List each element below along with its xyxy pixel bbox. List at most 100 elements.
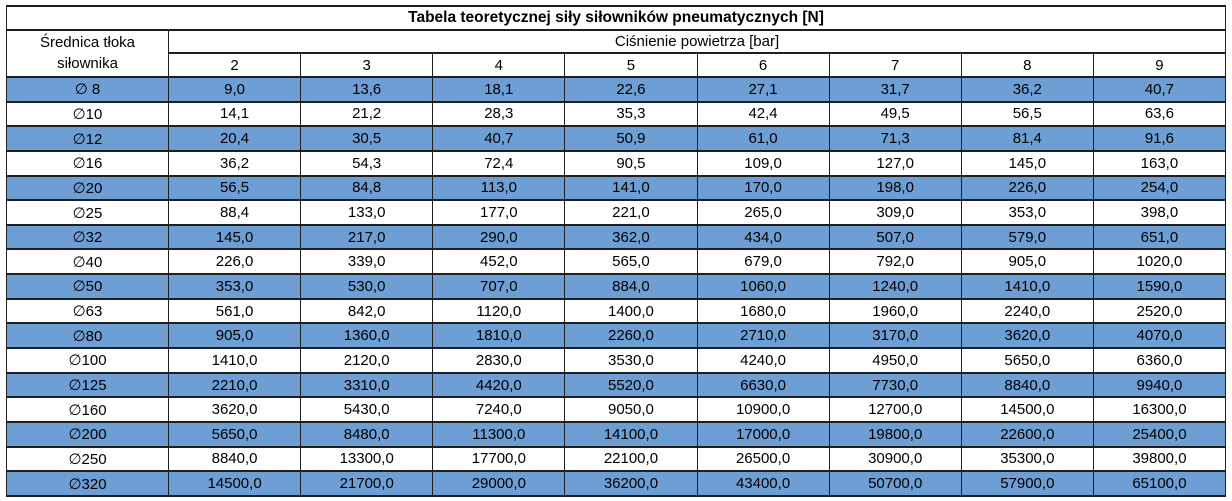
force-cell: 530,0: [300, 273, 434, 300]
force-cell: 3620,0: [167, 396, 302, 423]
force-cell: 2120,0: [300, 347, 434, 374]
force-cell: 9940,0: [1092, 371, 1227, 399]
force-cell: 1410,0: [960, 273, 1094, 300]
force-cell: 1360,0: [300, 322, 434, 350]
force-cell: 4950,0: [828, 347, 962, 374]
force-cell: 2830,0: [432, 347, 566, 374]
pressure-col-header: 7: [828, 52, 962, 78]
force-cell: 884,0: [564, 273, 698, 300]
force-cell: 3620,0: [960, 322, 1094, 350]
table-row: ∅100 1410,0 2120,0 2830,0 3530,0 4240,0 4950,0…: [6, 347, 1227, 374]
force-cell: 30,5: [300, 125, 434, 152]
diameter-cell: ∅10: [6, 100, 169, 128]
force-cell: 19800,0: [828, 420, 962, 448]
diameter-cell: ∅250: [6, 445, 169, 473]
pressure-col-header: 3: [300, 52, 434, 78]
force-cell: 4070,0: [1092, 322, 1227, 350]
table-row: ∅ 8 9,0 13,6 18,1 22,6 27,1 31,7 36,2 40,7: [6, 76, 1227, 103]
force-cell: 1060,0: [696, 273, 830, 300]
table-row: ∅16 36,2 54,3 72,4 90,5 109,0 127,0 145,0 163,0: [6, 149, 1227, 177]
diameter-cell: ∅25: [6, 199, 169, 226]
force-cell: 20,4: [167, 125, 302, 152]
force-cell: 2210,0: [167, 371, 302, 399]
pressure-col-header: 8: [960, 52, 1094, 78]
force-cell: 39800,0: [1092, 445, 1227, 473]
force-cell: 1410,0: [167, 347, 302, 374]
force-cell: 29000,0: [432, 470, 566, 497]
force-cell: 1240,0: [828, 273, 962, 300]
diameter-cell: ∅40: [6, 248, 169, 276]
force-cell: 72,4: [432, 149, 566, 177]
force-cell: 14100,0: [564, 420, 698, 448]
force-cell: 353,0: [167, 273, 302, 300]
force-cell: 40,7: [1092, 76, 1227, 103]
title-row: Tabela teoretycznej siły siłowników pneu…: [6, 5, 1226, 31]
force-cell: 88,4: [167, 199, 302, 226]
table-row: ∅250 8840,0 13300,0 17700,0 22100,0 26500,0 30…: [6, 445, 1227, 473]
force-cell: 21700,0: [300, 470, 434, 497]
force-cell: 57900,0: [960, 470, 1094, 497]
force-cell: 6360,0: [1092, 347, 1227, 374]
force-cell: 5430,0: [300, 396, 434, 423]
force-cell: 226,0: [167, 248, 302, 276]
force-cell: 8840,0: [167, 445, 302, 473]
table-row: ∅40 226,0 339,0 452,0 565,0 679,0 792,0 905,0 10…: [6, 248, 1227, 276]
diameter-cell: ∅63: [6, 297, 169, 325]
force-cell: 221,0: [564, 199, 698, 226]
force-cell: 679,0: [696, 248, 830, 276]
diameter-cell: ∅320: [6, 470, 169, 497]
diameter-cell: ∅ 8: [6, 76, 169, 103]
force-cell: 54,3: [300, 149, 434, 177]
force-cell: 8480,0: [300, 420, 434, 448]
force-cell: 198,0: [828, 174, 962, 202]
header-row-pressure: Średnica tłoka siłownika Ciśnienie powie…: [6, 29, 1226, 78]
force-cell: 12700,0: [828, 396, 962, 423]
force-cell: 36200,0: [564, 470, 698, 497]
force-cell: 21,2: [300, 100, 434, 128]
force-cell: 2240,0: [960, 297, 1094, 325]
force-cell: 2710,0: [696, 322, 830, 350]
force-cell: 651,0: [1092, 223, 1227, 251]
force-cell: 109,0: [696, 149, 830, 177]
force-cell: 3310,0: [300, 371, 434, 399]
force-cell: 842,0: [300, 297, 434, 325]
diameter-cell: ∅80: [6, 322, 169, 350]
force-cell: 792,0: [828, 248, 962, 276]
force-cell: 353,0: [960, 199, 1094, 226]
force-cell: 90,5: [564, 149, 698, 177]
force-cell: 17700,0: [432, 445, 566, 473]
force-cell: 22,6: [564, 76, 698, 103]
force-cell: 3170,0: [828, 322, 962, 350]
diameter-cell: ∅16: [6, 149, 169, 177]
force-cell: 1960,0: [828, 297, 962, 325]
force-cell: 434,0: [696, 223, 830, 251]
table-row: ∅200 5650,0 8480,0 11300,0 14100,0 17000,0 198…: [6, 420, 1227, 448]
force-cell: 905,0: [960, 248, 1094, 276]
table-row: ∅50 353,0 530,0 707,0 884,0 1060,0 1240,0 1410,…: [6, 273, 1227, 300]
force-cell: 14,1: [167, 100, 302, 128]
table-row: ∅80 905,0 1360,0 1810,0 2260,0 2710,0 3170,0 36…: [6, 322, 1227, 350]
force-cell: 141,0: [564, 174, 698, 202]
force-cell: 43400,0: [696, 470, 830, 497]
force-cell: 35,3: [564, 100, 698, 128]
force-cell: 905,0: [167, 322, 302, 350]
force-cell: 9050,0: [564, 396, 698, 423]
table-row: ∅160 3620,0 5430,0 7240,0 9050,0 10900,0 12700…: [6, 396, 1227, 423]
force-cell: 290,0: [432, 223, 566, 251]
force-cell: 707,0: [432, 273, 566, 300]
force-cell: 10900,0: [696, 396, 830, 423]
force-cell: 84,8: [300, 174, 434, 202]
table-row: ∅12 20,4 30,5 40,7 50,9 61,0 71,3 81,4 91,6: [6, 125, 1227, 152]
pressure-col-header: 5: [564, 52, 698, 78]
force-cell: 5650,0: [167, 420, 302, 448]
force-cell: 565,0: [564, 248, 698, 276]
force-cell: 145,0: [167, 223, 302, 251]
force-cell: 91,6: [1092, 125, 1227, 152]
force-cell: 63,6: [1092, 100, 1227, 128]
force-cell: 50700,0: [828, 470, 962, 497]
force-cell: 9,0: [167, 76, 302, 103]
force-cell: 5520,0: [564, 371, 698, 399]
force-cell: 42,4: [696, 100, 830, 128]
